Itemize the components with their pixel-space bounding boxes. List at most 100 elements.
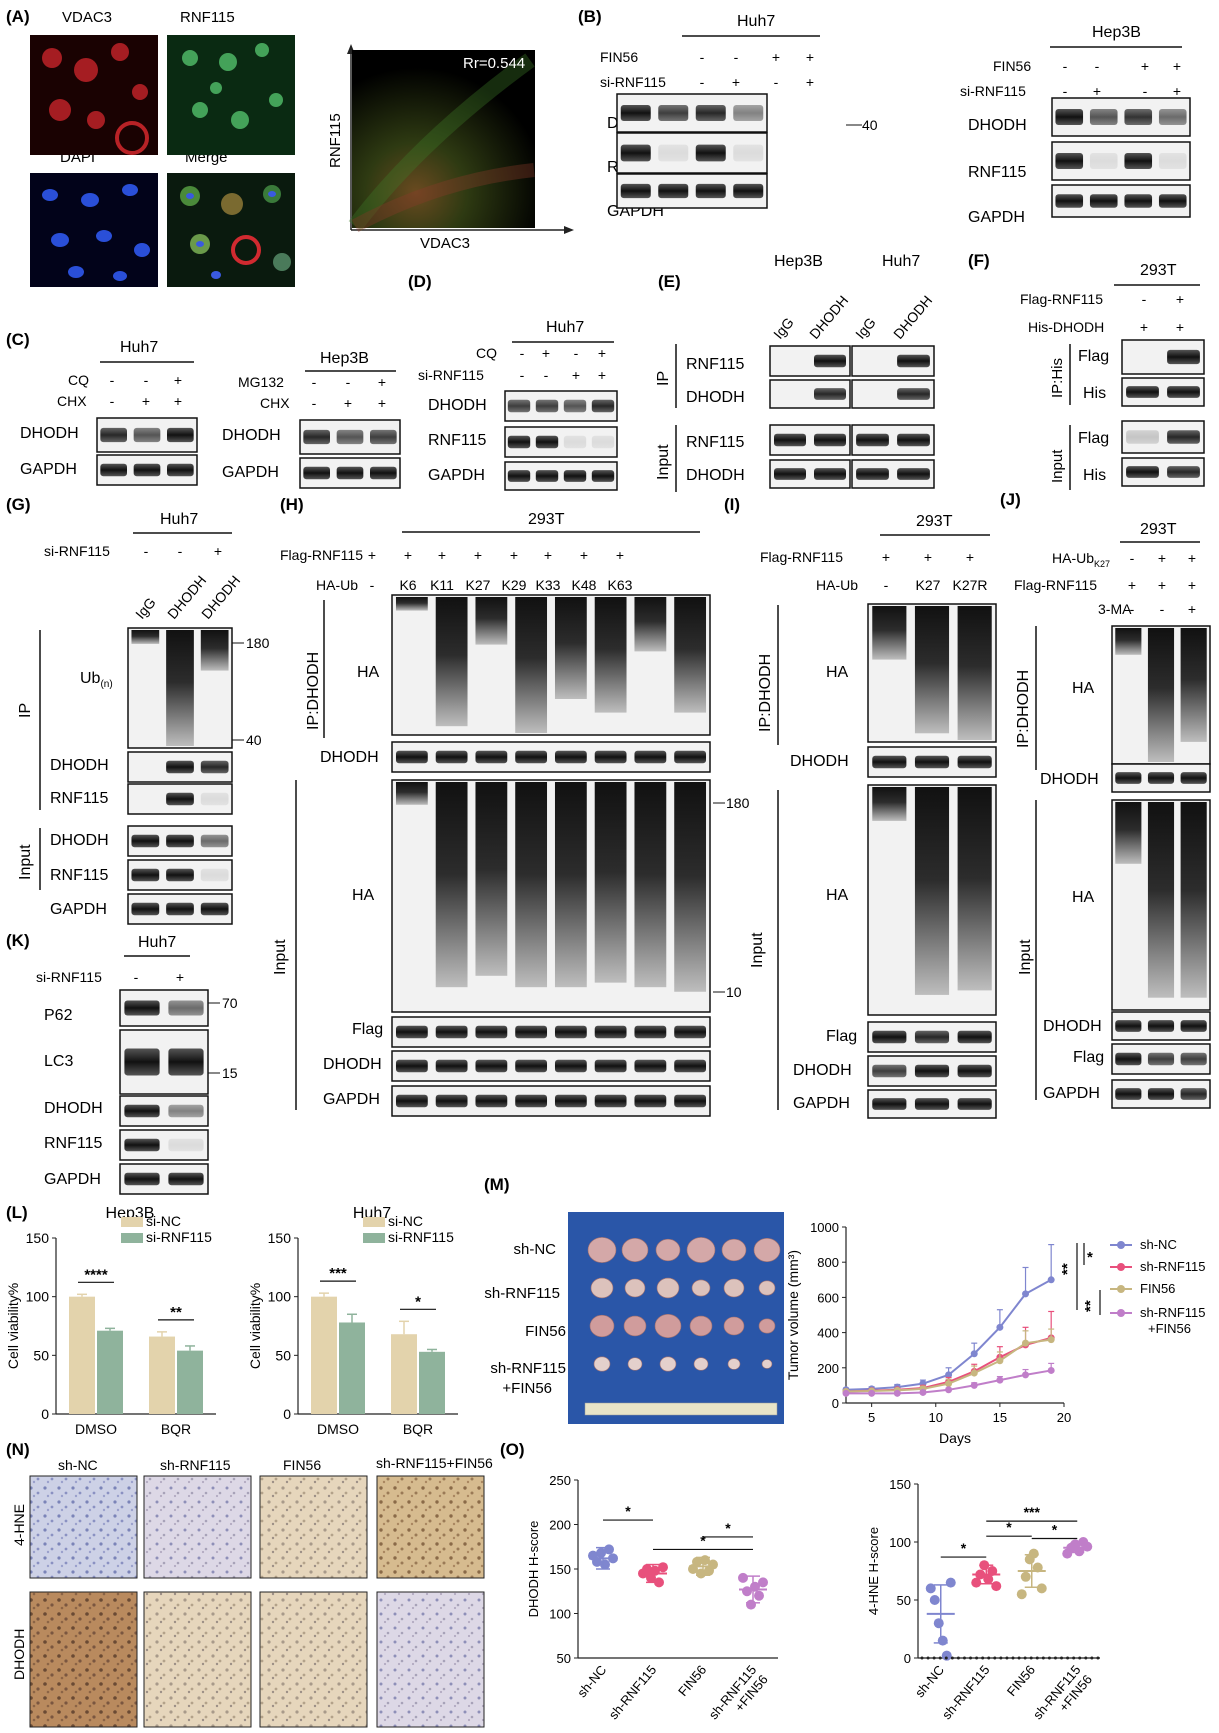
D-lane-sign: + bbox=[572, 367, 580, 383]
I-label-ha-ub: HA-Ub bbox=[816, 577, 858, 593]
ihc-image-dhodh-fin56 bbox=[259, 1591, 368, 1728]
D-blot-label: DHODH bbox=[428, 397, 487, 414]
C-blot-dhodh bbox=[96, 417, 198, 453]
J-label-3ma: 3-MA bbox=[1098, 601, 1132, 617]
H-blot-ip-dhodh bbox=[391, 741, 711, 773]
H-lane-label: K48 bbox=[572, 577, 597, 593]
B-blot-gapdh bbox=[616, 173, 768, 209]
blot-band bbox=[1180, 1088, 1207, 1100]
blot-band bbox=[1055, 109, 1084, 125]
E-input-label: Input bbox=[655, 444, 672, 480]
data-point bbox=[971, 1577, 982, 1588]
K-mw-marker: 15 bbox=[222, 1065, 238, 1081]
blot-band bbox=[1055, 194, 1084, 208]
blot-band bbox=[594, 597, 627, 713]
data-point bbox=[1047, 1276, 1055, 1284]
blot-band bbox=[774, 433, 806, 447]
blot-band bbox=[872, 1030, 907, 1044]
F-blot-in-flag bbox=[1121, 420, 1205, 454]
blot-band bbox=[1115, 1088, 1142, 1100]
blot-band bbox=[695, 105, 726, 121]
blot-band bbox=[168, 1048, 204, 1076]
zero-dot bbox=[1011, 1656, 1015, 1660]
C-right-blot-gapdh bbox=[299, 457, 401, 489]
x-tick-label: sh-RNF115+FIN56 bbox=[1030, 1662, 1095, 1731]
B-hep3b-cell: Hep3B bbox=[1092, 24, 1141, 41]
I-blot-gapdh bbox=[867, 1089, 997, 1119]
blot-band bbox=[563, 435, 587, 449]
H-mw-marker: 10 bbox=[726, 984, 742, 1000]
blot-band bbox=[166, 902, 194, 916]
blot-band bbox=[200, 868, 229, 882]
zero-dot bbox=[1035, 1656, 1039, 1660]
panel-E-letter: (E) bbox=[658, 272, 681, 291]
blot-band bbox=[435, 1025, 468, 1039]
B-right-lane-sign: - bbox=[1063, 58, 1068, 74]
C-left-label-cq: CQ bbox=[68, 372, 89, 388]
zero-dot bbox=[1072, 1656, 1076, 1660]
B-right-blot-label: DHODH bbox=[968, 117, 1027, 134]
legend-label: si-NC bbox=[388, 1213, 423, 1229]
blot-band bbox=[594, 782, 627, 983]
blot-band bbox=[1115, 802, 1142, 864]
B-right-lane-sign: - bbox=[1143, 83, 1148, 99]
blot-band bbox=[594, 1059, 627, 1073]
blot-band bbox=[1158, 194, 1187, 208]
J-input-label: Input bbox=[1017, 939, 1034, 975]
F-lane-sign: + bbox=[1176, 319, 1184, 335]
legend-label: FIN56 bbox=[1140, 1281, 1175, 1296]
J-lane-sign: + bbox=[1158, 550, 1166, 566]
blot-band bbox=[303, 466, 330, 480]
E-lane-label: IgG bbox=[770, 314, 797, 342]
B-right-lane-sign: + bbox=[1141, 58, 1149, 74]
blot-band bbox=[395, 782, 428, 805]
blot-band bbox=[674, 597, 707, 713]
blot-band bbox=[914, 1030, 950, 1044]
I-blot-label: HA bbox=[826, 887, 849, 904]
I-lane-label: K27R bbox=[952, 577, 987, 593]
blot-band bbox=[435, 782, 468, 988]
blot-band bbox=[774, 468, 806, 480]
colocalization-scatter bbox=[352, 50, 535, 228]
panel-A: (A) VDAC3 RNF115 DAPI Merge bbox=[6, 7, 574, 287]
blot-band bbox=[594, 1094, 627, 1108]
chart-tumor-volume: 0 200 400 600 800 1000 5 10 15 20 Days Tumor volume… bbox=[785, 1220, 1206, 1446]
B-blot-dhodh bbox=[616, 93, 768, 133]
zero-dot bbox=[987, 1656, 991, 1660]
tumor bbox=[753, 1238, 781, 1263]
panel-D: (D) Huh7 CQ si-RNF115 - + - + - - + + DH… bbox=[408, 272, 614, 484]
blot-band bbox=[515, 1094, 548, 1108]
J-lane-sign: + bbox=[1158, 577, 1166, 593]
K-blot-label: P62 bbox=[44, 1007, 73, 1024]
B-lane-sign: - bbox=[700, 74, 705, 90]
J-ip-label: IP:DHODH bbox=[1015, 670, 1032, 748]
blot-band bbox=[1115, 772, 1142, 784]
E-blot-ip-dhodh-hep3b bbox=[769, 379, 851, 409]
blot-band bbox=[814, 354, 846, 368]
E-blot-label: DHODH bbox=[686, 467, 745, 484]
J-lane-sign: + bbox=[1188, 550, 1196, 566]
F-lane-sign: + bbox=[1140, 319, 1148, 335]
blot-band bbox=[872, 606, 907, 660]
blot-band bbox=[124, 1104, 160, 1118]
blot-band bbox=[695, 183, 726, 199]
J-blot-gapdh bbox=[1111, 1079, 1211, 1109]
C-right-cell: Hep3B bbox=[320, 350, 369, 367]
I-lane-sign: + bbox=[882, 549, 890, 565]
K-blot-rnf115 bbox=[119, 1129, 209, 1161]
H-blot-label: Flag bbox=[352, 1021, 383, 1038]
sig-stars: * bbox=[415, 1293, 421, 1310]
blot-band bbox=[1089, 153, 1118, 169]
C-right-blot-label: DHODH bbox=[222, 427, 281, 444]
H-blot-flag bbox=[391, 1016, 711, 1048]
blot-band bbox=[1167, 386, 1200, 398]
sig-stars: *** bbox=[1024, 1504, 1041, 1520]
F-ip-label: IP:His bbox=[1049, 358, 1066, 398]
tumor bbox=[659, 1356, 677, 1372]
blot-band bbox=[435, 1094, 468, 1108]
B-lane-sign: + bbox=[806, 49, 814, 65]
D-blot-gapdh bbox=[504, 461, 618, 491]
E-blot-in-rnf115-huh7 bbox=[851, 424, 935, 456]
blot-band bbox=[124, 1000, 160, 1016]
